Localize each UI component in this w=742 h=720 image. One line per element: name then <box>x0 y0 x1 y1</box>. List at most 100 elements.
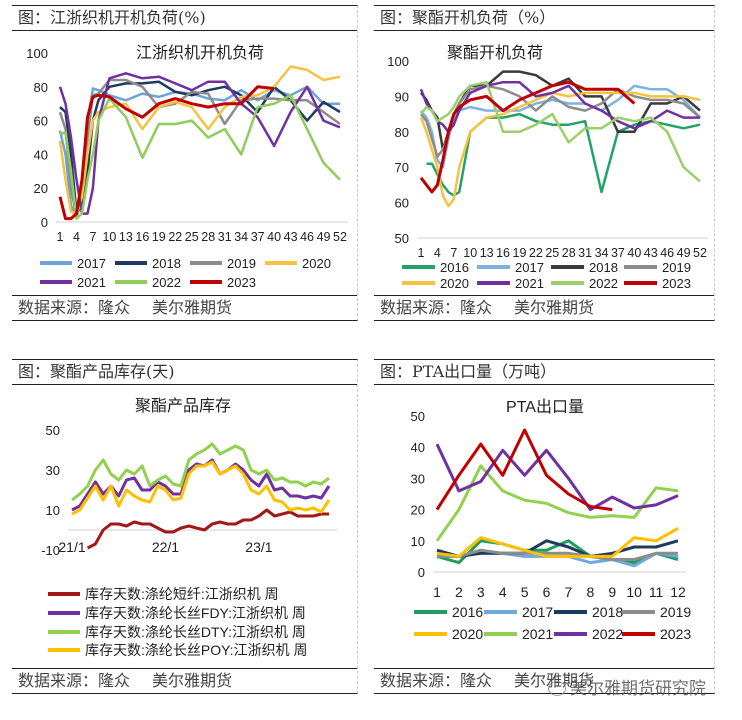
x-tick-label: 31 <box>578 246 592 260</box>
y-tick-label: 0 <box>418 565 425 580</box>
legend-item: 2018 <box>554 604 623 620</box>
legend-label: 2019 <box>227 256 256 271</box>
y-tick-label: 20 <box>411 503 425 518</box>
legend-item: 2017 <box>40 256 106 271</box>
legend-item: 2017 <box>484 604 553 620</box>
legend-item: 2016 <box>414 604 483 620</box>
legend-label: 2018 <box>589 260 618 275</box>
x-tick-label: 9 <box>608 584 616 600</box>
x-tick-label: 37 <box>251 230 265 244</box>
x-tick-label: 22 <box>529 246 543 260</box>
x-tick-label: 12 <box>670 584 686 600</box>
x-tick-label: 23/1 <box>245 539 272 555</box>
legend-label: 2017 <box>522 604 553 620</box>
wechat-icon <box>548 681 566 696</box>
series-line-2022 <box>59 94 341 220</box>
x-tick-label: 25 <box>185 230 199 244</box>
x-tick-label: 13 <box>119 230 133 244</box>
x-tick-label: 34 <box>234 230 248 244</box>
chart-title: 聚酯产品库存 <box>135 397 231 415</box>
panel-source: 数据来源：隆众 美尔雅期货 <box>12 668 357 693</box>
source-label: 数据来源：隆众 <box>380 298 493 317</box>
legend-item: 库存天数:涤纶长丝FDY:江浙织机 周 <box>48 605 306 621</box>
legend-item: 库存天数:涤纶长丝POY:江浙织机 周 <box>48 642 307 658</box>
y-tick-label: 100 <box>387 54 409 69</box>
source-org: 美尔雅期货 <box>152 671 233 690</box>
legend-item: 库存天数:涤纶短纤:江浙织机 周 <box>48 586 279 602</box>
x-tick-label: 22 <box>168 230 182 244</box>
x-tick-label: 5 <box>521 584 529 600</box>
legend-item: 2018 <box>551 260 618 275</box>
series-line-2019 <box>420 84 701 158</box>
legend-item: 2021 <box>484 626 553 642</box>
y-tick-label: 0 <box>41 215 48 230</box>
legend-item: 2023 <box>622 626 691 642</box>
y-tick-label: 40 <box>34 147 48 162</box>
source-label: 数据来源：隆众 <box>18 298 131 317</box>
x-tick-label: 28 <box>201 230 215 244</box>
series-line-2022 <box>420 80 701 183</box>
x-tick-label: 16 <box>496 246 510 260</box>
legend-label: 2021 <box>515 276 544 291</box>
y-tick-label: -10 <box>41 543 60 558</box>
legend-label: 库存天数:涤纶长丝FDY:江浙织机 周 <box>85 605 306 621</box>
series-line-库存天数:涤纶长丝POY:江浙织机 周 <box>71 460 331 516</box>
y-tick-label: 50 <box>411 409 425 424</box>
legend-item: 2023 <box>624 276 691 291</box>
x-tick-label: 28 <box>562 246 576 260</box>
legend-label: 2022 <box>592 626 623 642</box>
y-tick-label: 40 <box>411 440 425 455</box>
x-tick-label: 46 <box>660 246 674 260</box>
y-tick-label: 100 <box>26 46 48 61</box>
y-tick-label: 10 <box>411 534 425 549</box>
y-tick-label: 50 <box>395 231 409 246</box>
legend-label: 2019 <box>660 604 691 620</box>
x-tick-label: 22/1 <box>152 539 179 555</box>
series-line-2021 <box>419 80 700 134</box>
x-tick-label: 49 <box>677 246 691 260</box>
legend-item: 2022 <box>551 276 618 291</box>
x-tick-label: 40 <box>267 230 281 244</box>
y-tick-label: 90 <box>395 89 409 104</box>
series-line-2018 <box>436 539 679 558</box>
legend-label: 2023 <box>662 276 691 291</box>
series-line-2023 <box>435 428 613 512</box>
legend-label: 2021 <box>522 626 553 642</box>
legend-item: 2019 <box>190 256 256 271</box>
series-line-2016 <box>436 539 679 565</box>
source-org: 美尔雅期货 <box>514 671 595 690</box>
x-tick-label: 37 <box>611 246 625 260</box>
legend-item: 2023 <box>190 275 256 290</box>
x-tick-label: 52 <box>333 230 347 244</box>
x-tick-label: 2 <box>455 584 463 600</box>
series-line-2020 <box>436 526 679 558</box>
x-tick-label: 19 <box>152 230 166 244</box>
legend-item: 2021 <box>40 275 106 290</box>
x-tick-label: 3 <box>477 584 485 600</box>
legend-label: 2023 <box>660 626 691 642</box>
x-tick-label: 1 <box>433 584 441 600</box>
legend-label: 2020 <box>452 626 483 642</box>
x-tick-label: 16 <box>135 230 149 244</box>
x-tick-label: 19 <box>513 246 527 260</box>
chart-1: 聚酯开机负荷 50 60 70 80 90 100 1 4 7 10 13 16 19 22 25 28 31 34… <box>387 44 708 291</box>
source-org: 美尔雅期货 <box>514 298 595 317</box>
chart-title: 江浙织机开机负荷 <box>136 44 264 62</box>
legend-label: 2017 <box>77 256 106 271</box>
legend-item: 2020 <box>414 626 483 642</box>
panel-polyester-inventory: 图：聚酯产品库存(天) 数据来源：隆众 美尔雅期货 <box>12 359 358 694</box>
legend-label: 库存天数:涤纶长丝DTY:江浙织机 周 <box>85 624 306 640</box>
x-tick-label: 31 <box>218 230 232 244</box>
x-tick-label: 52 <box>693 246 707 260</box>
legend-item: 2018 <box>115 256 181 271</box>
x-tick-label: 7 <box>565 584 573 600</box>
panel-pta-export: 图：PTA出口量（万吨） 数据来源：隆众 美尔雅期货 <box>374 359 715 694</box>
panel-source: 数据来源：隆众 美尔雅期货 <box>374 668 714 693</box>
panel-polyester-load: 图：聚酯开机负荷（%） 数据来源：隆众 美尔雅期货 <box>374 5 715 321</box>
series-line-2016 <box>426 112 701 197</box>
series-line-库存天数:涤纶长丝DTY:江浙织机 周 <box>71 442 330 502</box>
x-tick-label: 46 <box>300 230 314 244</box>
series-line-2019 <box>437 548 678 561</box>
